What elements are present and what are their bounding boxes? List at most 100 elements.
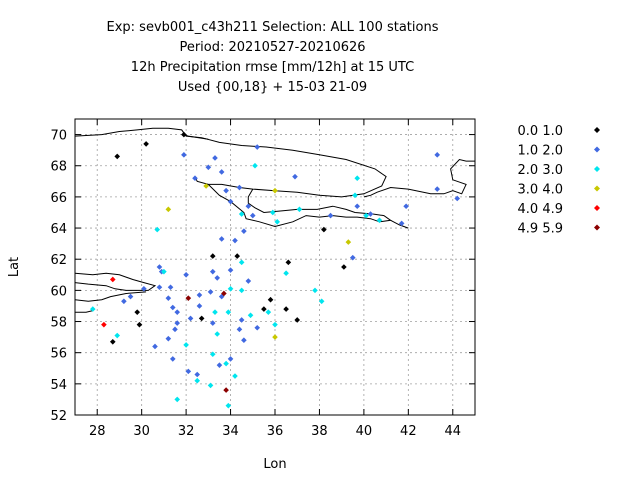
station-point: [227, 286, 234, 292]
station-point: [169, 356, 176, 362]
station-point: [225, 402, 232, 409]
chart-title-line-1: Exp: sevb001_c43h211 Selection: ALL 100 …: [106, 20, 439, 35]
station-point: [261, 306, 267, 312]
station-point: [341, 264, 347, 270]
station-point: [205, 164, 212, 171]
station-point: [183, 342, 189, 348]
y-tick-label: 58: [50, 316, 67, 331]
station-point: [165, 295, 172, 301]
station-point: [283, 270, 289, 277]
station-point: [134, 309, 141, 315]
y-tick-label: 66: [50, 191, 67, 206]
station-point: [194, 377, 201, 384]
station-point: [227, 198, 234, 205]
station-point: [234, 253, 241, 259]
station-point: [181, 131, 187, 138]
station-point: [241, 228, 247, 234]
station-point: [345, 239, 352, 245]
station-point: [232, 237, 238, 244]
coastline: [207, 184, 392, 228]
station-point: [127, 293, 134, 300]
station-point: [141, 286, 147, 292]
station-point: [398, 220, 405, 227]
station-point: [245, 203, 252, 210]
station-point: [218, 293, 225, 300]
station-point: [454, 195, 461, 202]
x-tick-label: 34: [222, 424, 239, 439]
station-point: [209, 253, 216, 259]
station-point: [227, 356, 234, 362]
chart-title-line-4: Used {00,18} + 15-03 21-09: [177, 80, 368, 95]
station-point: [238, 287, 245, 294]
coastline: [74, 127, 387, 198]
station-point: [312, 287, 318, 294]
station-point: [101, 321, 107, 328]
coastline: [74, 291, 147, 302]
station-point: [209, 268, 216, 275]
station-point: [183, 271, 189, 278]
station-point: [318, 298, 325, 305]
station-point: [207, 289, 214, 295]
station-point: [349, 254, 356, 261]
station-point: [212, 155, 218, 161]
legend-label: 0.0 1.0: [518, 124, 563, 139]
station-point: [265, 309, 272, 315]
station-point: [327, 212, 334, 219]
station-point: [363, 212, 369, 219]
station-point: [218, 169, 225, 175]
x-axis-label: Lon: [263, 457, 286, 472]
station-point: [196, 303, 203, 309]
y-tick-label: 56: [50, 347, 67, 362]
y-tick-label: 68: [50, 160, 67, 175]
station-point: [192, 175, 198, 181]
x-tick-label: 40: [356, 424, 373, 439]
station-point: [209, 320, 216, 326]
station-point: [109, 276, 116, 283]
station-point: [434, 152, 441, 158]
legend-marker: [594, 205, 600, 211]
legend-label: 4.9 5.9: [518, 222, 563, 237]
y-tick-label: 60: [50, 284, 67, 299]
station-point: [223, 360, 229, 367]
station-point: [236, 184, 243, 191]
station-point: [156, 264, 163, 270]
station-point: [254, 144, 261, 150]
station-point: [187, 315, 194, 322]
station-point: [212, 309, 218, 315]
legend-marker: [594, 127, 600, 133]
station-point: [114, 332, 121, 339]
x-tick-label: 38: [311, 424, 328, 439]
station-point: [174, 309, 181, 315]
station-point: [136, 321, 143, 328]
station-point: [207, 382, 214, 389]
y-tick-label: 52: [50, 409, 67, 424]
y-tick-label: 70: [50, 129, 67, 144]
x-tick-label: 44: [445, 424, 462, 439]
station-point: [223, 387, 229, 393]
station-point: [154, 226, 161, 233]
x-tick-label: 42: [400, 424, 417, 439]
station-point: [252, 162, 258, 169]
station-point: [121, 298, 127, 305]
y-axis-label: Lat: [7, 257, 22, 277]
station-point: [232, 373, 238, 379]
axis-ticks: 28 30 32 34 36 38 40 42 44 52 54 56 58 60 62 64 66 68 70: [50, 119, 475, 439]
station-point: [169, 304, 176, 311]
legend: 0.0 1.0 1.0 2.0 2.0 3.0 3.0 4.0 4.0 4.9 4.9 5…: [518, 124, 600, 237]
x-tick-label: 36: [267, 424, 284, 439]
station-point: [221, 290, 227, 297]
station-point: [267, 296, 274, 303]
station-point: [209, 351, 216, 358]
station-point: [152, 343, 158, 350]
station-point: [285, 259, 292, 266]
station-point: [114, 153, 121, 160]
station-point: [172, 326, 178, 333]
station-point: [214, 331, 221, 337]
y-tick-label: 64: [50, 222, 67, 237]
station-point: [174, 320, 181, 326]
coastline: [75, 310, 93, 313]
station-point: [354, 175, 361, 181]
station-point: [109, 338, 116, 345]
chart-title-line-3: 12h Precipitation rmse [mm/12h] at 15 UT…: [130, 60, 415, 75]
